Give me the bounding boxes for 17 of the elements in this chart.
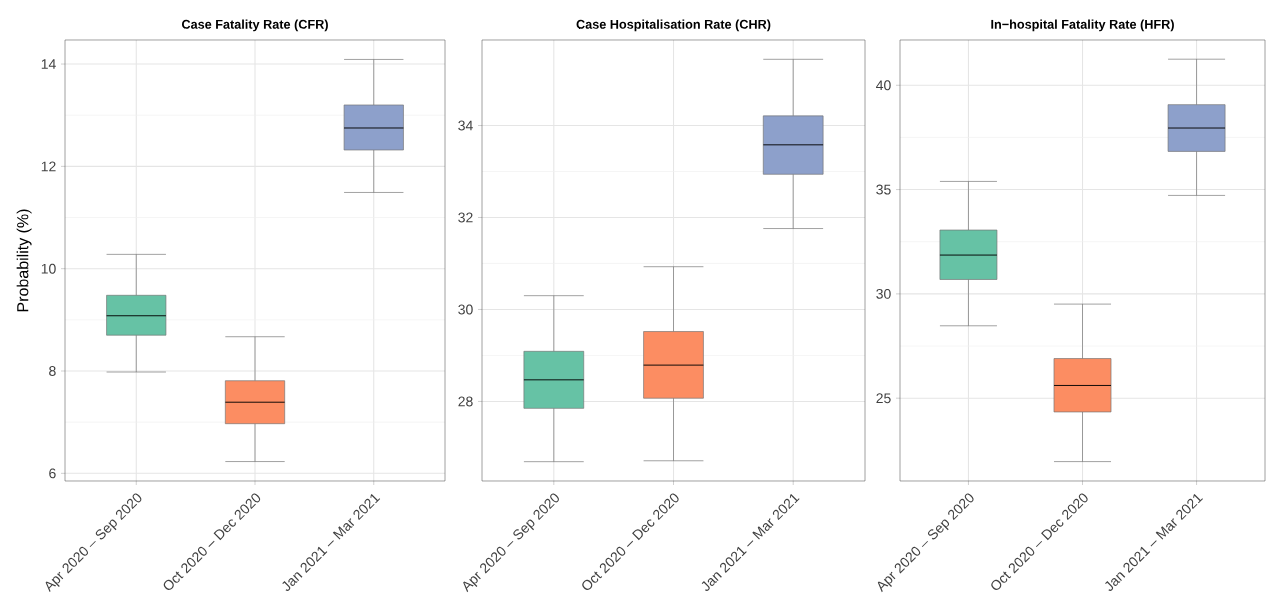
y-tick-label: 14 — [41, 59, 56, 69]
y-tick-label: 30 — [458, 304, 473, 315]
y-tick-label: 6 — [49, 468, 56, 479]
y-tick-label: 40 — [876, 80, 891, 91]
y-tick-label: 34 — [458, 120, 473, 131]
y-axis-title: Probability (%) — [16, 209, 32, 312]
y-tick-label: 30 — [876, 288, 891, 299]
y-tick-label: 8 — [49, 366, 56, 376]
y-tick-label: 10 — [41, 263, 56, 274]
chart-title: In−hospital Fatality Rate (HFR) — [991, 19, 1174, 32]
chart-title: Case Hospitalisation Rate (CHR) — [576, 19, 771, 32]
chart-title: Case Fatality Rate (CFR) — [181, 19, 328, 32]
y-tick-label: 12 — [41, 161, 56, 172]
y-tick-label: 32 — [458, 212, 473, 223]
y-tick-label: 35 — [876, 184, 891, 195]
y-tick-label: 28 — [458, 396, 473, 407]
y-tick-label: 25 — [876, 393, 891, 404]
